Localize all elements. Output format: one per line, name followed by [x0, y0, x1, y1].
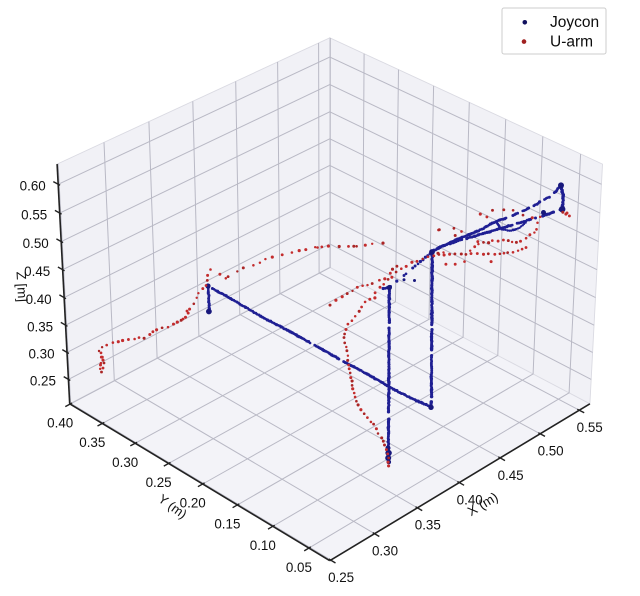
- svg-text:Z [m]: Z [m]: [14, 271, 31, 302]
- svg-text:0.45: 0.45: [498, 468, 524, 483]
- svg-text:0.35: 0.35: [415, 518, 441, 533]
- svg-text:0.45: 0.45: [24, 264, 50, 279]
- svg-text:0.25: 0.25: [146, 475, 172, 490]
- svg-text:0.20: 0.20: [180, 496, 206, 511]
- svg-text:0.30: 0.30: [372, 544, 398, 559]
- svg-text:Joycon: Joycon: [550, 14, 599, 31]
- svg-text:0.40: 0.40: [26, 292, 52, 307]
- svg-text:0.10: 0.10: [250, 538, 276, 553]
- svg-text:0.35: 0.35: [79, 435, 105, 450]
- svg-text:0.55: 0.55: [21, 207, 47, 222]
- svg-text:0.15: 0.15: [214, 517, 240, 532]
- svg-text:0.40: 0.40: [47, 416, 73, 431]
- svg-text:0.30: 0.30: [28, 347, 54, 362]
- svg-text:U-arm: U-arm: [550, 34, 593, 51]
- svg-text:0.25: 0.25: [328, 570, 354, 585]
- svg-text:0.35: 0.35: [27, 319, 53, 334]
- svg-text:0.40: 0.40: [457, 493, 483, 508]
- svg-text:0.25: 0.25: [30, 374, 56, 389]
- svg-text:0.50: 0.50: [538, 444, 564, 459]
- svg-text:0.50: 0.50: [23, 236, 49, 251]
- svg-text:0.30: 0.30: [112, 455, 138, 470]
- svg-text:0.60: 0.60: [20, 178, 46, 193]
- svg-text:0.05: 0.05: [286, 560, 312, 575]
- svg-text:0.55: 0.55: [577, 420, 603, 435]
